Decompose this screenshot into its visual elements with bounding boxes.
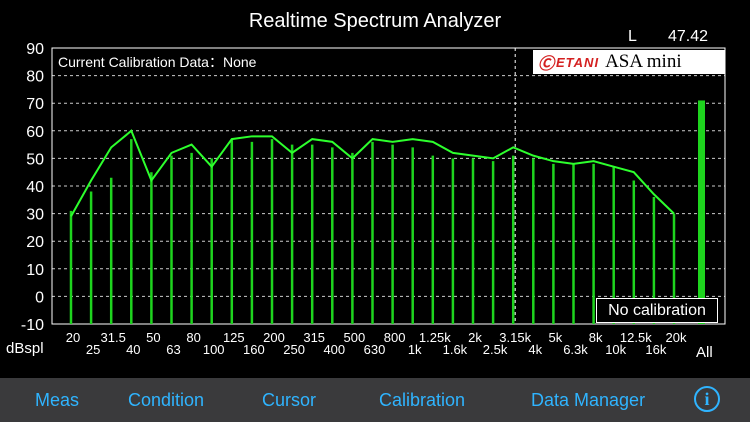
tab-calibration[interactable]: Calibration <box>379 390 466 410</box>
x-tick-label: 800 <box>384 330 406 345</box>
no-calibration-badge: No calibration <box>596 298 718 323</box>
product-name: ASA mini <box>605 51 682 72</box>
y-tick-label: 40 <box>26 179 44 196</box>
x-tick-label: 40 <box>126 342 140 357</box>
x-tick-label: 6.3k <box>563 342 588 357</box>
x-tick-label: 2k <box>468 330 482 345</box>
all-band-label: All <box>696 344 713 361</box>
y-tick-label: 0 <box>35 289 44 306</box>
x-tick-label: 3.15k <box>499 330 531 345</box>
tab-cursor[interactable]: Cursor <box>262 390 317 410</box>
brand-name: ETANI <box>556 54 600 70</box>
x-tick-label: 20 <box>66 330 80 345</box>
x-tick-label: 160 <box>243 342 265 357</box>
y-tick-label: 30 <box>26 207 44 224</box>
x-tick-label: 125 <box>223 330 245 345</box>
x-tick-label: 400 <box>323 342 345 357</box>
x-tick-label: 2.5k <box>483 342 508 357</box>
x-tick-label: 1.25k <box>419 330 451 345</box>
y-tick-label: -10 <box>21 317 44 334</box>
y-tick-label: 10 <box>26 262 44 279</box>
x-tick-label: 16k <box>645 342 666 357</box>
etani-logo-icon: Ⓒ <box>538 56 555 73</box>
y-tick-label: 60 <box>26 124 44 141</box>
app-title: Realtime Spectrum Analyzer <box>248 10 502 32</box>
y-axis-unit: dBspl <box>6 340 44 357</box>
x-tick-label: 63 <box>166 342 180 357</box>
x-tick-label: 1k <box>408 342 422 357</box>
level-readout: 47.42 <box>668 28 709 45</box>
plot-frame <box>51 47 726 325</box>
x-tick-label: 1.6k <box>443 342 468 357</box>
x-tick-label: 315 <box>303 330 325 345</box>
tab-condition[interactable]: Condition <box>128 390 205 410</box>
x-tick-label: 10k <box>605 342 626 357</box>
x-tick-label: 31.5 <box>101 330 126 345</box>
x-tick-label: 25 <box>86 342 100 357</box>
y-tick-label: 70 <box>26 96 44 113</box>
x-tick-label: 12.5k <box>620 330 652 345</box>
x-tick-label: 500 <box>344 330 366 345</box>
peak-hold-line <box>70 129 675 217</box>
brand-logo: Ⓒ ETANI ASA mini <box>533 50 725 74</box>
x-tick-label: 630 <box>364 342 386 357</box>
x-tick-label: 100 <box>203 342 225 357</box>
x-tick-label: 200 <box>263 330 285 345</box>
y-tick-label: 80 <box>26 69 44 86</box>
y-tick-label: 50 <box>26 151 44 168</box>
x-tick-label: 20k <box>666 330 687 345</box>
x-tick-label: 80 <box>186 330 200 345</box>
x-tick-label: 5k <box>549 330 563 345</box>
y-tick-label: 20 <box>26 234 44 251</box>
x-tick-label: 4k <box>528 342 542 357</box>
channel-label: L <box>628 28 637 45</box>
tab-data-manager[interactable]: Data Manager <box>531 390 646 410</box>
tab-meas[interactable]: Meas <box>35 390 80 410</box>
info-icon[interactable]: i <box>694 386 720 412</box>
x-tick-label: 8k <box>589 330 603 345</box>
bottom-tab-bar: Meas Condition Cursor Calibration Data M… <box>0 378 750 422</box>
all-band-bar <box>698 100 705 324</box>
y-tick-label: 90 <box>26 41 44 58</box>
calibration-info: Current Calibration Data：None <box>58 54 257 70</box>
x-tick-label: 250 <box>283 342 305 357</box>
x-tick-label: 50 <box>146 330 160 345</box>
